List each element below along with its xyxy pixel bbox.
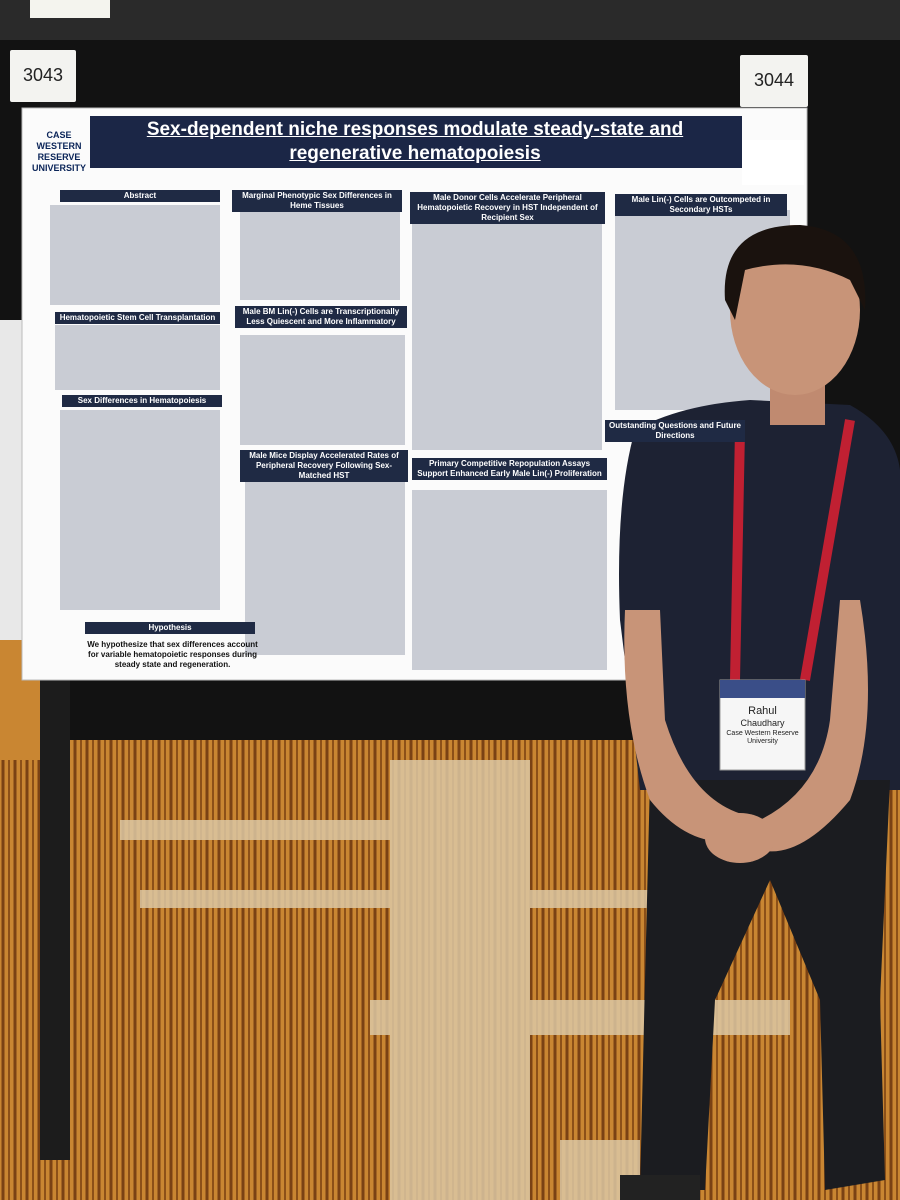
section-header: Hypothesis	[85, 622, 255, 634]
university-logo: CASE WESTERN RESERVE UNIVERSITY	[31, 130, 86, 173]
ceiling	[0, 0, 900, 40]
ceiling-light	[30, 0, 110, 18]
section-header: Hematopoietic Stem Cell Transplantation	[55, 312, 220, 324]
hypothesis-text: We hypothesize that sex differences acco…	[87, 640, 258, 669]
badge-affiliation: Case Western Reserve University	[726, 730, 799, 745]
logo-right	[742, 140, 804, 185]
booth-number: 3043	[10, 50, 76, 102]
poster-figures	[50, 205, 790, 670]
badge-first-name: Rahul	[748, 705, 777, 717]
section-header: Outstanding Questions and Future Directi…	[605, 420, 745, 442]
section-header: Male Mice Display Accelerated Rates of P…	[240, 450, 408, 482]
person	[619, 225, 900, 1200]
section-header: Male Donor Cells Accelerate Peripheral H…	[410, 192, 605, 224]
badge-last-name: Chaudhary	[740, 718, 785, 728]
booth-number: 3044	[740, 55, 808, 107]
section-header: Male Lin(-) Cells are Outcompeted in Sec…	[615, 194, 787, 216]
carpet-paths	[120, 760, 790, 1200]
section-header: Abstract	[60, 190, 220, 202]
title-bar	[90, 116, 742, 168]
poster-title: Sex-dependent niche responses modulate s…	[146, 119, 684, 164]
section-header: Primary Competitive Repopulation Assays …	[412, 458, 607, 480]
section-header: Male BM Lin(-) Cells are Transcriptional…	[235, 306, 407, 328]
section-header: Sex Differences in Hematopoiesis	[62, 395, 222, 407]
section-header: Marginal Phenotypic Sex Differences in H…	[232, 190, 402, 212]
